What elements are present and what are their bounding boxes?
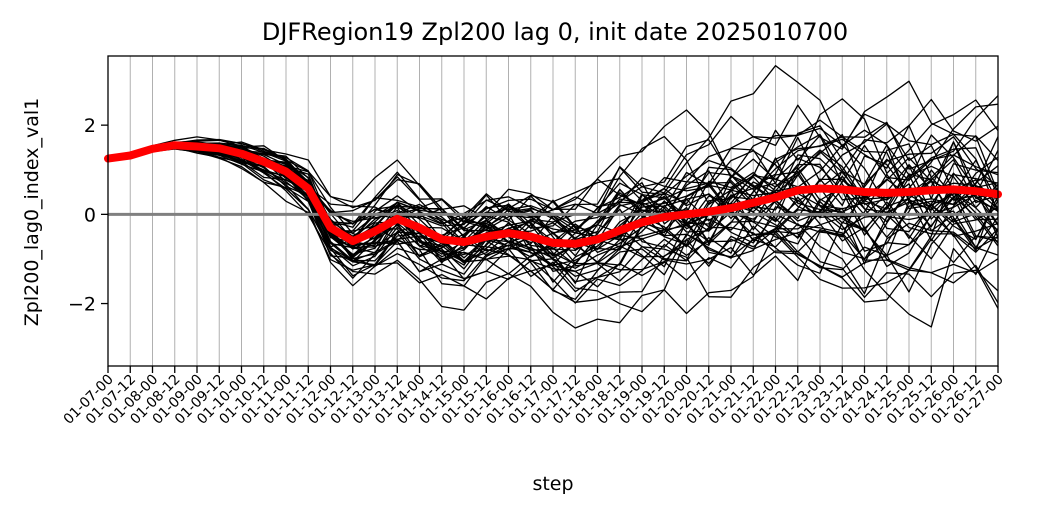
y-axis-ticks: −2 0 2	[68, 115, 108, 316]
y-tick-label: 2	[84, 115, 96, 137]
y-tick-label: 0	[84, 204, 96, 226]
x-axis-label: step	[532, 473, 573, 495]
ensemble-member-line	[107, 139, 999, 247]
ensemble-member-line	[107, 136, 999, 287]
ensemble-member-line	[107, 141, 999, 328]
y-axis-label: Zpl200_lag0_index_val1	[21, 98, 43, 326]
chart-title: DJFRegion19 Zpl200 lag 0, init date 2025…	[262, 18, 848, 46]
ensemble-member-line	[107, 123, 999, 267]
ensemble-member-line	[107, 142, 999, 289]
y-tick-label: −2	[68, 294, 96, 316]
ensemble-mean-line	[104, 141, 1002, 248]
ensemble-member-line	[107, 144, 999, 303]
x-axis-ticks: 01-07-0001-07-1201-08-0001-08-1201-09-00…	[61, 366, 1007, 428]
